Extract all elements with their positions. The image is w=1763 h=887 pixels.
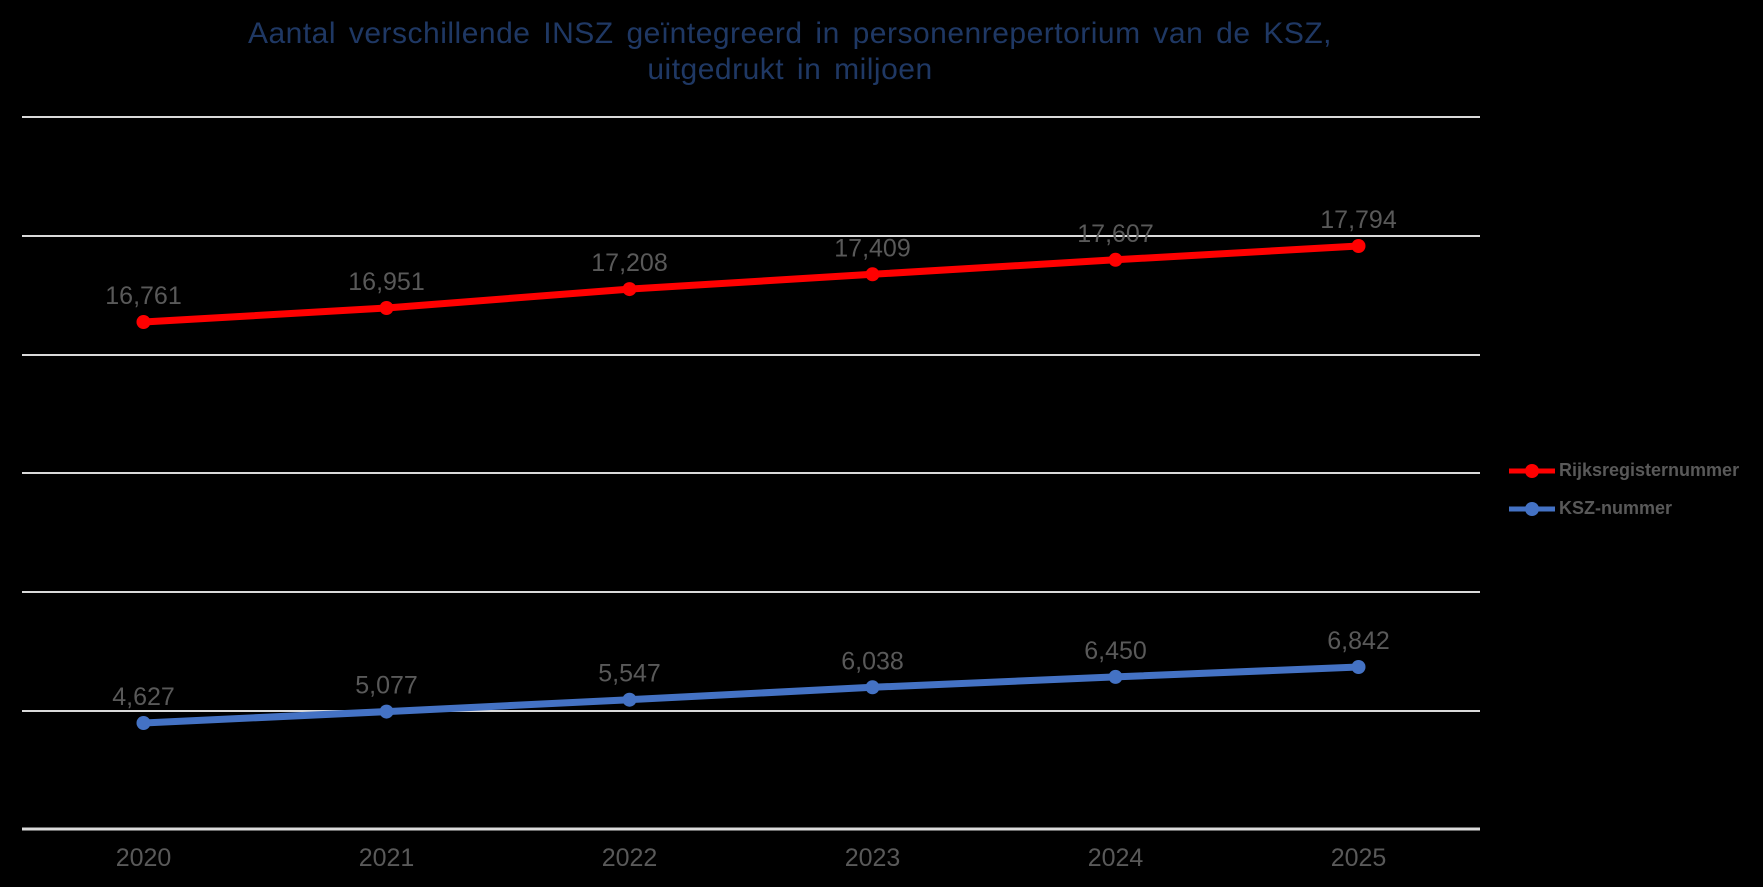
data-point-rijksregisternummer-2020 (136, 315, 151, 329)
data-label-rijksregisternummer-2021: 16,951 (348, 268, 424, 296)
x-axis-tick-label: 2025 (1331, 844, 1387, 872)
legend-label-ksz-nummer: KSZ-nummer (1559, 498, 1673, 518)
series-line-rijksregisternummer (140, 242, 1362, 326)
data-point-ksz-nummer-2021 (379, 704, 394, 719)
data-point-ksz-nummer-2025 (1351, 660, 1366, 674)
data-point-ksz-nummer-2024 (1108, 669, 1123, 684)
data-point-rijksregisternummer-2024 (1108, 252, 1123, 267)
data-point-rijksregisternummer-2021 (379, 301, 394, 315)
x-axis-tick-label: 2022 (602, 844, 658, 872)
data-point-ksz-nummer-2020 (136, 716, 151, 730)
series-line-ksz-nummer (140, 663, 1362, 727)
chart-title: Aantal verschillende INSZ geïntegreerd i… (0, 16, 1580, 88)
legend-marker-red-line-icon (1509, 463, 1555, 478)
data-point-rijksregisternummer-2022 (622, 282, 637, 297)
data-label-rijksregisternummer-2024: 17,607 (1077, 220, 1153, 248)
data-point-rijksregisternummer-2025 (1351, 239, 1366, 253)
x-axis-tick-label: 2021 (359, 844, 415, 872)
legend-marker-blue-line-icon (1509, 501, 1555, 516)
chart-title-line2: uitgedrukt in miljoen (647, 53, 933, 86)
data-label-rijksregisternummer-2020: 16,761 (105, 282, 181, 310)
chart-title-line1: Aantal verschillende INSZ geïntegreerd i… (247, 17, 1333, 50)
data-label-ksz-nummer-2025: 6,842 (1327, 627, 1390, 655)
data-label-ksz-nummer-2022: 5,547 (598, 660, 661, 688)
data-label-ksz-nummer-2020: 4,627 (112, 683, 175, 711)
data-label-rijksregisternummer-2022: 17,208 (591, 249, 667, 277)
x-axis-tick-label: 2020 (116, 844, 172, 872)
legend: Rijksregisternummer KSZ-nummer (1508, 460, 1739, 536)
legend-label-rijksregisternummer: Rijksregisternummer (1559, 460, 1740, 480)
x-axis-tick-label: 2023 (845, 844, 901, 872)
legend-item-rijksregisternummer: Rijksregisternummer (1508, 460, 1739, 481)
data-point-rijksregisternummer-2023 (865, 267, 880, 282)
x-axis-tick-label: 2024 (1088, 844, 1144, 872)
legend-item-ksz-nummer: KSZ-nummer (1508, 498, 1739, 519)
data-label-ksz-nummer-2023: 6,038 (841, 647, 904, 675)
data-point-ksz-nummer-2022 (622, 692, 637, 707)
data-label-ksz-nummer-2021: 5,077 (355, 672, 418, 700)
data-label-ksz-nummer-2024: 6,450 (1084, 637, 1147, 665)
data-point-ksz-nummer-2023 (865, 680, 880, 695)
data-label-rijksregisternummer-2025: 17,794 (1320, 206, 1397, 234)
data-label-rijksregisternummer-2023: 17,409 (834, 234, 910, 262)
